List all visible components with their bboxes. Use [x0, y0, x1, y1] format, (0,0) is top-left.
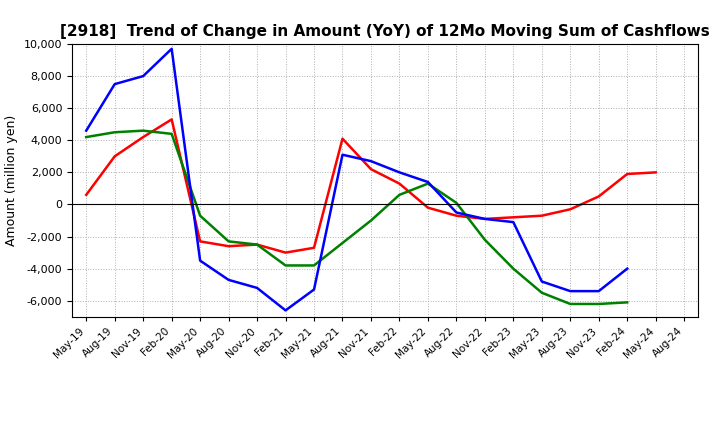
Line: Investing Cashflow: Investing Cashflow: [86, 131, 627, 304]
Line: Operating Cashflow: Operating Cashflow: [86, 119, 656, 253]
Operating Cashflow: [110, 154, 119, 159]
Operating Cashflow: [338, 136, 347, 141]
Free Cashflow: [338, 152, 347, 158]
Free Cashflow: [225, 277, 233, 282]
Investing Cashflow: [566, 301, 575, 307]
Investing Cashflow: [452, 200, 461, 205]
Free Cashflow: [566, 289, 575, 294]
Investing Cashflow: [282, 263, 290, 268]
Operating Cashflow: [253, 242, 261, 247]
Free Cashflow: [595, 289, 603, 294]
Operating Cashflow: [423, 205, 432, 210]
Operating Cashflow: [82, 192, 91, 198]
Investing Cashflow: [196, 213, 204, 218]
Line: Free Cashflow: Free Cashflow: [86, 49, 627, 310]
Investing Cashflow: [225, 239, 233, 244]
Operating Cashflow: [282, 250, 290, 255]
Investing Cashflow: [82, 135, 91, 140]
Investing Cashflow: [167, 131, 176, 136]
Operating Cashflow: [623, 171, 631, 176]
Free Cashflow: [139, 73, 148, 79]
Operating Cashflow: [480, 216, 489, 222]
Investing Cashflow: [310, 263, 318, 268]
Y-axis label: Amount (million yen): Amount (million yen): [5, 115, 18, 246]
Free Cashflow: [480, 216, 489, 222]
Operating Cashflow: [566, 207, 575, 212]
Operating Cashflow: [595, 194, 603, 199]
Investing Cashflow: [139, 128, 148, 133]
Free Cashflow: [452, 210, 461, 215]
Operating Cashflow: [366, 166, 375, 172]
Operating Cashflow: [310, 245, 318, 250]
Free Cashflow: [623, 266, 631, 271]
Investing Cashflow: [423, 181, 432, 186]
Operating Cashflow: [509, 215, 518, 220]
Investing Cashflow: [595, 301, 603, 307]
Investing Cashflow: [537, 290, 546, 295]
Operating Cashflow: [395, 181, 404, 186]
Free Cashflow: [310, 287, 318, 292]
Operating Cashflow: [139, 135, 148, 140]
Free Cashflow: [537, 279, 546, 284]
Free Cashflow: [110, 81, 119, 87]
Free Cashflow: [82, 128, 91, 133]
Operating Cashflow: [452, 213, 461, 218]
Investing Cashflow: [623, 300, 631, 305]
Free Cashflow: [366, 158, 375, 164]
Free Cashflow: [509, 220, 518, 225]
Investing Cashflow: [509, 266, 518, 271]
Operating Cashflow: [652, 170, 660, 175]
Investing Cashflow: [110, 130, 119, 135]
Operating Cashflow: [537, 213, 546, 218]
Operating Cashflow: [196, 239, 204, 244]
Free Cashflow: [253, 285, 261, 290]
Investing Cashflow: [480, 237, 489, 242]
Investing Cashflow: [395, 192, 404, 198]
Free Cashflow: [196, 258, 204, 263]
Title: [2918]  Trend of Change in Amount (YoY) of 12Mo Moving Sum of Cashflows: [2918] Trend of Change in Amount (YoY) o…: [60, 24, 710, 39]
Free Cashflow: [395, 170, 404, 175]
Investing Cashflow: [366, 218, 375, 223]
Free Cashflow: [423, 180, 432, 185]
Free Cashflow: [167, 46, 176, 51]
Free Cashflow: [282, 308, 290, 313]
Investing Cashflow: [338, 240, 347, 246]
Operating Cashflow: [167, 117, 176, 122]
Investing Cashflow: [253, 242, 261, 247]
Operating Cashflow: [225, 244, 233, 249]
